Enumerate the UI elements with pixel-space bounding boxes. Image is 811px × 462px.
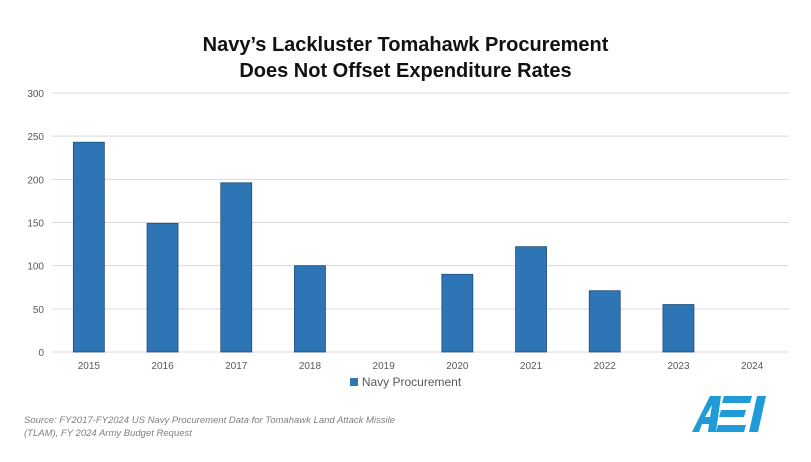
legend: Navy Procurement [0,375,811,389]
bar-2016 [146,222,179,353]
y-axis-tick-labels: 0 50 100 150 200 250 300 [27,89,44,359]
x-tick-label-2018: 2018 [299,361,322,372]
y-tick-label-100: 100 [27,262,44,273]
chart-title-line-2: Does Not Offset Expenditure Rates [239,60,572,82]
legend-swatch [349,378,358,386]
x-tick-label-2020: 2020 [446,361,469,372]
aei-logo-mark [692,396,766,432]
x-tick-label-2015: 2015 [78,361,101,372]
bar-2018 [294,265,326,353]
chart-title: Navy’s Lackluster Tomahawk Procurement D… [0,32,811,84]
bar-2023 [662,304,695,353]
x-tick-label-2019: 2019 [373,361,396,372]
aei-logo [692,396,766,432]
y-tick-label-250: 250 [27,132,44,143]
bar-2022 [588,290,621,353]
bar-2021 [515,246,547,353]
y-tick-label-50: 50 [33,305,45,316]
chart-title-line-1: Navy’s Lackluster Tomahawk Procurement [202,34,609,56]
bars [72,141,695,353]
x-tick-label-2024: 2024 [741,361,764,372]
bar-2015 [72,141,105,353]
x-axis-tick-labels: 2015 2016 2017 2018 2019 2020 2021 2022 2023 2024 [78,361,764,372]
x-tick-label-2016: 2016 [151,361,174,372]
y-tick-label-0: 0 [38,348,44,359]
source-note: Source: FY2017-FY2024 US Navy Procuremen… [24,415,396,439]
y-tick-label-150: 150 [27,219,44,230]
x-tick-label-2017: 2017 [225,361,248,372]
y-tick-label-300: 300 [27,89,44,100]
x-tick-label-2023: 2023 [667,361,690,372]
bar-2017 [220,182,253,353]
y-tick-label-200: 200 [27,175,44,186]
x-tick-label-2022: 2022 [594,361,617,372]
legend-label: Navy Procurement [361,375,462,389]
x-tick-label-2021: 2021 [520,361,543,372]
bar-2020 [441,273,474,353]
